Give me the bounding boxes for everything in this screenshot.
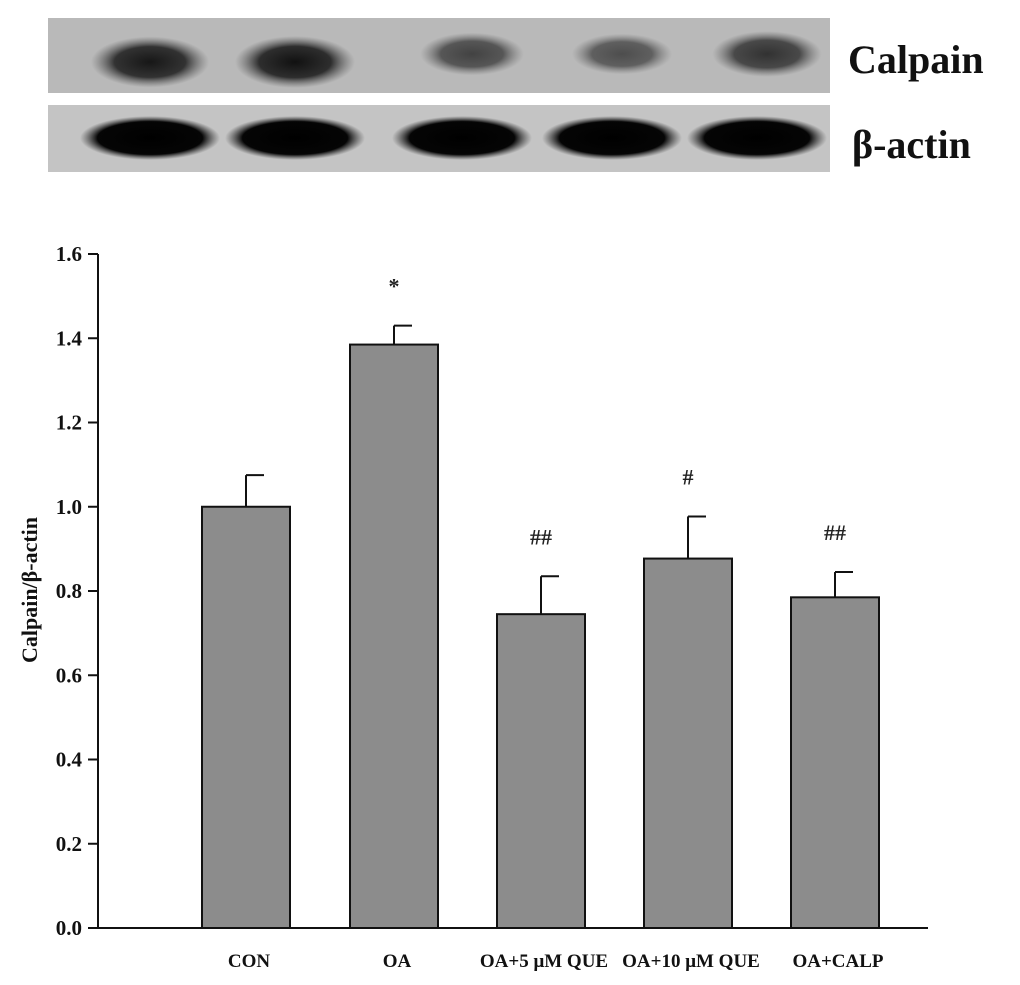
y-tick-label: 1.4 xyxy=(56,326,83,350)
bar xyxy=(349,343,439,930)
y-tick-label: 0.8 xyxy=(56,579,82,603)
bar xyxy=(201,505,291,929)
blot-band xyxy=(90,36,210,88)
x-tick-label: OA+10 μM QUE xyxy=(622,951,760,972)
blot-band xyxy=(80,116,220,160)
bar-chart: *##### 0.00.20.40.60.81.01.21.41.6 CON OA… xyxy=(17,242,928,972)
blot-band xyxy=(225,116,365,160)
bar xyxy=(643,557,733,929)
blot-band xyxy=(687,116,827,160)
y-tick-label: 1.6 xyxy=(56,242,82,266)
y-axis-title: Calpain/β-actin xyxy=(17,517,42,663)
y-tick-label: 0.0 xyxy=(56,916,82,940)
blot-band xyxy=(712,31,822,77)
significance-marker: # xyxy=(683,464,694,489)
significance-marker: * xyxy=(389,274,400,299)
y-tick-label: 1.0 xyxy=(56,495,82,519)
y-tick-label: 0.6 xyxy=(56,663,82,687)
bar xyxy=(790,596,880,929)
blot-band xyxy=(392,116,532,160)
y-tick-label: 0.2 xyxy=(56,832,82,856)
blot-band xyxy=(235,36,355,88)
blot-label-calpain: Calpain xyxy=(848,37,984,82)
x-tick-label: OA+CALP xyxy=(792,951,883,972)
x-tick-label: OA+5 μM QUE xyxy=(480,951,608,972)
western-blot-panel: Calpain β-actin xyxy=(48,18,984,172)
blot-band xyxy=(420,32,524,76)
significance-marker: ## xyxy=(530,524,552,549)
y-tick-label: 0.4 xyxy=(56,748,83,772)
bar xyxy=(496,613,586,929)
blot-label-actin: β-actin xyxy=(852,122,971,167)
x-tick-label: OA xyxy=(383,951,412,972)
blot-band xyxy=(571,33,673,75)
x-tick-label: CON xyxy=(228,951,271,972)
y-tick-label: 1.2 xyxy=(56,411,82,435)
blot-band xyxy=(542,116,682,160)
significance-marker: ## xyxy=(824,520,846,545)
